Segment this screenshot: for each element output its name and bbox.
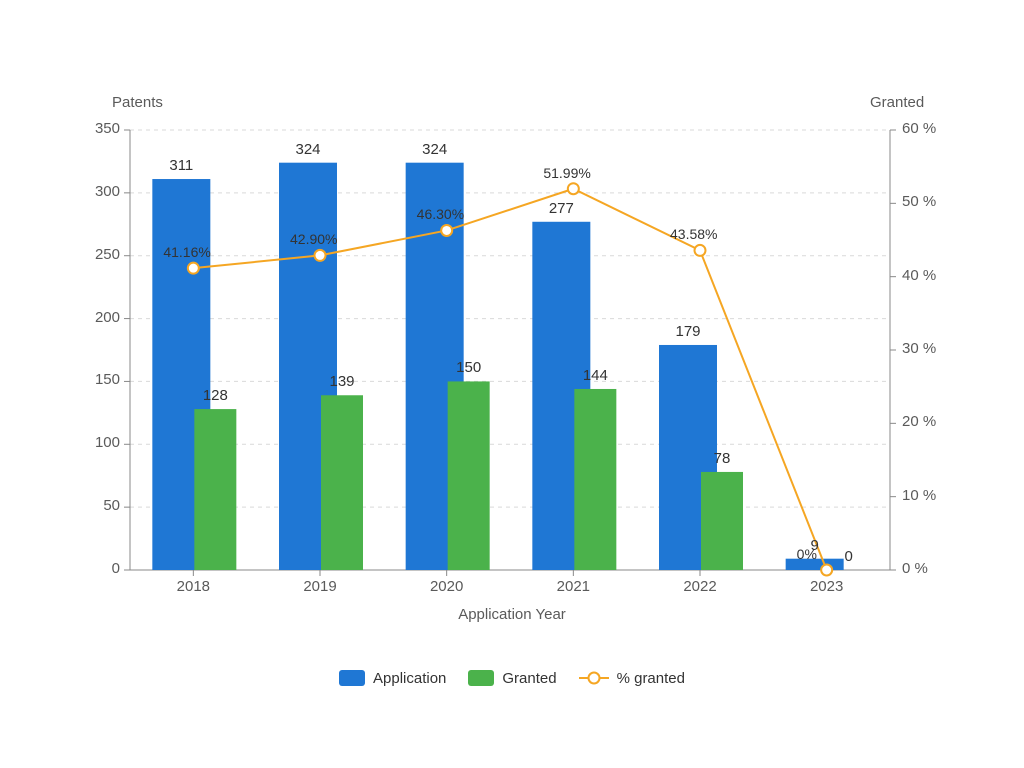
x-tick-label: 2018 [163, 578, 223, 595]
left-tick-label: 250 [95, 246, 120, 263]
left-tick-label: 100 [95, 434, 120, 451]
legend: Application Granted % granted [70, 636, 954, 720]
pct-label: 43.58% [670, 226, 717, 242]
application-bar-label: 277 [536, 200, 586, 217]
pct-label: 46.30% [417, 206, 464, 222]
left-tick-label: 0 [112, 560, 120, 577]
right-tick-label: 30 % [902, 340, 936, 357]
right-tick-label: 50 % [902, 193, 936, 210]
legend-label-granted: Granted [502, 670, 556, 687]
right-tick-label: 40 % [902, 267, 936, 284]
x-axis-title: Application Year [70, 606, 954, 623]
left-tick-label: 150 [95, 371, 120, 388]
right-tick-label: 60 % [902, 120, 936, 137]
legend-swatch-application [339, 670, 365, 686]
left-tick-label: 350 [95, 120, 120, 137]
pct-label: 41.16% [163, 244, 210, 260]
legend-item-application: Application [339, 670, 446, 687]
application-bar-label: 324 [283, 141, 333, 158]
x-tick-label: 2021 [543, 578, 603, 595]
patents-chart: Patents Granted 0501001502002503003500 %… [70, 80, 954, 640]
legend-marker-pct [579, 670, 609, 686]
left-tick-label: 200 [95, 309, 120, 326]
x-tick-label: 2019 [290, 578, 350, 595]
pct-label: 0% [797, 546, 817, 562]
granted-bar-label: 144 [570, 367, 620, 384]
granted-bar-label: 139 [317, 373, 367, 390]
legend-item-granted: Granted [468, 670, 556, 687]
pct-label: 42.90% [290, 231, 337, 247]
granted-bar-label: 0 [824, 548, 874, 565]
left-tick-label: 50 [103, 497, 120, 514]
legend-item-pct: % granted [579, 670, 685, 687]
chart-labels: 0 50 100 150 200 250 300 350 0 % 10 % 20 % 30 % 40 %… [70, 80, 954, 640]
pct-label: 51.99% [543, 165, 590, 181]
granted-bar-label: 150 [444, 359, 494, 376]
right-tick-label: 10 % [902, 487, 936, 504]
legend-label-application: Application [373, 670, 446, 687]
x-tick-label: 2023 [797, 578, 857, 595]
legend-label-pct: % granted [617, 670, 685, 687]
granted-bar-label: 78 [697, 450, 747, 467]
x-tick-label: 2022 [670, 578, 730, 595]
application-bar-label: 324 [410, 141, 460, 158]
x-tick-label: 2020 [417, 578, 477, 595]
application-bar-label: 311 [156, 157, 206, 174]
granted-bar-label: 128 [190, 387, 240, 404]
legend-swatch-granted [468, 670, 494, 686]
application-bar-label: 179 [663, 323, 713, 340]
right-tick-label: 0 % [902, 560, 928, 577]
right-tick-label: 20 % [902, 413, 936, 430]
left-tick-label: 300 [95, 183, 120, 200]
